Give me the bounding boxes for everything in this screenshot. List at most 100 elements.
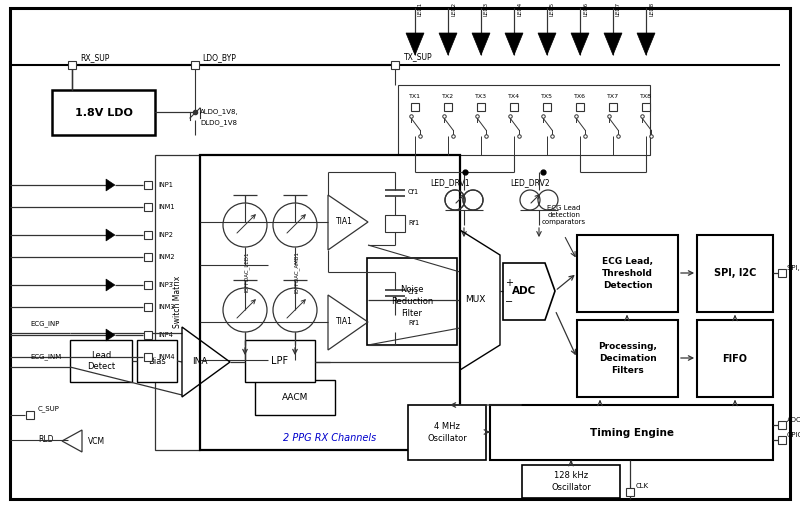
Bar	[137, 340, 177, 382]
Text: 1.8V LDO: 1.8V LDO	[74, 107, 133, 118]
Text: TX_SUP: TX_SUP	[404, 53, 433, 61]
Text: LED2: LED2	[451, 2, 456, 16]
Bar	[245, 340, 315, 382]
Text: TX6: TX6	[574, 94, 586, 99]
Text: Bias: Bias	[148, 356, 166, 366]
Bar	[155, 155, 200, 450]
Text: FIFO: FIFO	[722, 353, 747, 364]
Text: INM4: INM4	[158, 354, 174, 360]
Bar	[385, 215, 405, 232]
Bar	[144, 331, 152, 339]
Text: TX4: TX4	[508, 94, 520, 99]
Polygon shape	[472, 33, 490, 55]
Text: TX2: TX2	[442, 94, 454, 99]
Text: LED3: LED3	[484, 2, 489, 16]
Text: Rf1: Rf1	[408, 220, 419, 226]
Text: INA: INA	[192, 357, 208, 367]
Polygon shape	[439, 33, 457, 55]
Bar	[255, 380, 335, 415]
Bar	[697, 235, 773, 312]
Bar	[577, 235, 678, 312]
Bar	[144, 353, 152, 361]
Polygon shape	[106, 329, 115, 341]
Text: Noise
Reduction
Filter: Noise Reduction Filter	[391, 285, 433, 318]
Text: TX8: TX8	[640, 94, 652, 99]
Text: LED7: LED7	[616, 2, 621, 16]
Text: Lead
Detect: Lead Detect	[87, 351, 115, 372]
Bar	[144, 253, 152, 261]
Text: INM2: INM2	[158, 254, 174, 260]
Text: CLK: CLK	[636, 483, 649, 489]
Text: GPIO2: GPIO2	[787, 432, 800, 438]
Text: LED5: LED5	[550, 2, 555, 16]
Polygon shape	[538, 33, 556, 55]
Text: INP1: INP1	[158, 182, 173, 188]
Bar	[408, 405, 486, 460]
Text: SPI, I2C: SPI, I2C	[714, 269, 756, 278]
Polygon shape	[106, 229, 115, 241]
Text: INP3: INP3	[158, 282, 173, 288]
Text: TX7: TX7	[607, 94, 619, 99]
Text: LED1: LED1	[418, 2, 423, 16]
Text: LED_DRV1: LED_DRV1	[430, 178, 470, 188]
Text: RX_SUP: RX_SUP	[80, 54, 110, 62]
Bar	[576, 103, 584, 111]
Text: LED_DRV2: LED_DRV2	[510, 178, 550, 188]
Text: TX5: TX5	[541, 94, 553, 99]
Text: INP2: INP2	[158, 232, 173, 238]
Text: ALDO_1V8,: ALDO_1V8,	[200, 108, 238, 116]
Text: IOFFDAC_LED1: IOFFDAC_LED1	[244, 252, 250, 292]
Text: 128 kHz
Oscillator: 128 kHz Oscillator	[551, 471, 591, 492]
Bar	[778, 269, 786, 277]
Text: INM3: INM3	[158, 304, 174, 310]
Text: LPF: LPF	[271, 356, 289, 366]
Bar	[144, 303, 152, 311]
Text: MUX: MUX	[465, 296, 485, 305]
Text: LED6: LED6	[583, 2, 588, 16]
Text: VCM: VCM	[88, 437, 105, 446]
Bar	[26, 411, 34, 419]
Text: ECG_INM: ECG_INM	[30, 353, 62, 360]
Bar	[444, 103, 452, 111]
Text: ECG Lead
detection
comparators: ECG Lead detection comparators	[542, 205, 586, 225]
Bar	[144, 231, 152, 239]
Polygon shape	[637, 33, 655, 55]
Bar	[385, 315, 405, 332]
Bar	[144, 203, 152, 211]
Bar	[510, 103, 518, 111]
Bar	[778, 421, 786, 429]
Text: +: +	[505, 278, 513, 288]
Bar	[398, 85, 650, 155]
Bar	[609, 103, 617, 111]
Bar	[522, 465, 620, 498]
Text: IOFFDAC_AMB1: IOFFDAC_AMB1	[294, 251, 300, 293]
Polygon shape	[106, 179, 115, 191]
Text: Timing Engine: Timing Engine	[590, 427, 674, 438]
Bar	[697, 320, 773, 397]
Bar	[68, 61, 76, 69]
Text: ECG_INP: ECG_INP	[30, 320, 59, 327]
Text: AACM: AACM	[282, 393, 308, 402]
Text: SPI, I2C: SPI, I2C	[787, 265, 800, 271]
Bar	[144, 281, 152, 289]
Bar	[490, 405, 773, 460]
Polygon shape	[106, 279, 115, 291]
Text: Rf1: Rf1	[408, 320, 419, 326]
Text: LED8: LED8	[649, 2, 654, 16]
Bar	[144, 181, 152, 189]
Text: Cf1: Cf1	[408, 289, 419, 295]
Text: TX1: TX1	[409, 94, 421, 99]
Text: C_SUP: C_SUP	[38, 406, 60, 412]
Bar	[577, 320, 678, 397]
Bar	[778, 436, 786, 444]
Text: DLDO_1V8: DLDO_1V8	[200, 120, 237, 126]
Bar	[367, 258, 457, 345]
Text: RLD: RLD	[38, 436, 54, 445]
Polygon shape	[406, 33, 424, 55]
Text: −: −	[505, 297, 513, 307]
Bar	[626, 488, 634, 496]
Polygon shape	[505, 33, 523, 55]
Bar	[191, 61, 199, 69]
Bar	[543, 103, 551, 111]
Text: ADC: ADC	[512, 286, 536, 296]
